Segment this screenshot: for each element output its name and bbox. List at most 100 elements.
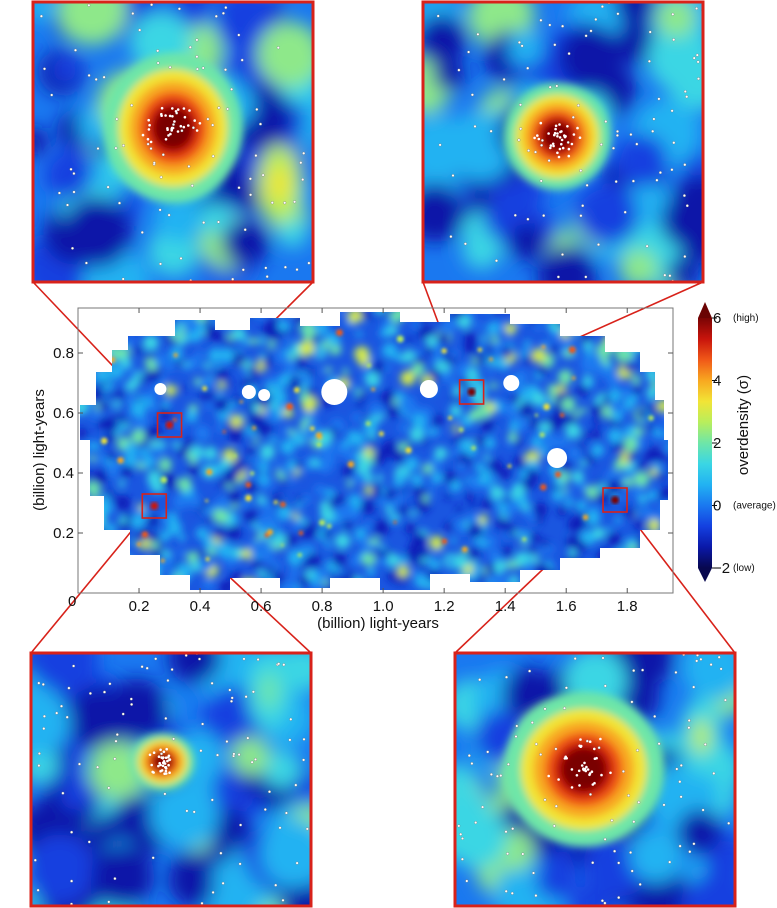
map-blob <box>429 535 444 550</box>
galaxy-dot <box>682 194 686 198</box>
map-blob <box>208 332 218 341</box>
map-blob <box>538 421 551 434</box>
map-blob <box>234 465 244 474</box>
galaxy-dot <box>113 877 117 881</box>
map-blob <box>95 312 111 324</box>
map-blob <box>606 576 617 588</box>
map-blob <box>262 408 278 423</box>
galaxy-dot <box>670 168 674 172</box>
galaxy-dot <box>506 762 510 766</box>
masked-hole <box>154 383 167 395</box>
map-blob <box>452 386 463 397</box>
galaxy-dot <box>679 763 683 767</box>
map-blob <box>118 566 125 573</box>
masked-hole <box>547 448 568 468</box>
map-hotspot <box>160 476 168 484</box>
map-blob <box>317 569 332 583</box>
map-blob <box>451 448 461 458</box>
map-blob <box>607 428 623 444</box>
map-blob <box>139 563 152 577</box>
galaxy-dot <box>265 275 269 279</box>
map-blob <box>664 358 668 372</box>
map-blob <box>360 499 376 515</box>
map-blob <box>114 577 122 586</box>
map-blob <box>615 520 623 528</box>
galaxy-dot <box>160 106 164 110</box>
galaxy-dot <box>533 136 536 140</box>
map-blob <box>80 368 90 384</box>
galaxy-dot <box>163 762 167 765</box>
inset-blob <box>682 653 735 701</box>
inset-frame <box>421 0 705 284</box>
map-blob <box>318 367 325 374</box>
map-blob <box>467 546 481 560</box>
map-blob <box>655 535 668 551</box>
map-blob <box>598 491 612 505</box>
galaxy-dot <box>217 220 220 224</box>
map-blob <box>104 577 121 590</box>
galaxy-dot <box>543 798 547 802</box>
galaxy-dot <box>692 842 696 846</box>
galaxy-dot <box>712 771 716 775</box>
map-blob <box>549 345 559 355</box>
highlight-box <box>156 412 183 438</box>
galaxy-dot <box>177 7 181 11</box>
map-blob <box>586 317 599 329</box>
galaxy-dot <box>114 739 118 743</box>
inset-blob <box>61 196 133 268</box>
map-blob <box>633 426 644 437</box>
galaxy-dot <box>558 123 561 126</box>
map-blob <box>91 546 105 561</box>
colorbar-bar <box>698 318 712 568</box>
map-blob <box>495 516 509 529</box>
map-blob <box>567 516 584 533</box>
map-blob <box>568 445 582 460</box>
map-blob <box>258 352 267 361</box>
galaxy-dot <box>561 253 564 256</box>
map-blob <box>344 450 358 463</box>
galaxy-dot <box>72 190 76 194</box>
map-blob <box>518 469 529 480</box>
map-blob <box>579 407 586 414</box>
galaxy-dot <box>463 242 467 246</box>
galaxy-dot <box>164 756 168 759</box>
x-tick-label: 1.2 <box>434 598 455 615</box>
map-blob <box>239 356 247 364</box>
map-blob <box>350 471 363 484</box>
map-hotspot <box>366 363 372 368</box>
map-blob <box>362 552 376 566</box>
map-hotspot <box>222 430 226 434</box>
map-blob <box>328 501 337 509</box>
map-blob <box>146 514 161 529</box>
map-blob <box>310 334 320 344</box>
y-tick-label: 0.4 <box>53 465 74 482</box>
map-blob <box>176 562 192 578</box>
map-blob <box>186 551 198 563</box>
map-blob <box>591 402 606 417</box>
map-blob <box>531 348 547 363</box>
map-blob <box>474 321 482 330</box>
map-blob <box>558 369 573 385</box>
map-hotspot <box>138 322 144 328</box>
map-blob <box>94 578 109 590</box>
map-blob <box>274 460 282 468</box>
galaxy-dot <box>556 132 559 135</box>
map-blob <box>434 446 448 460</box>
inset-blob <box>277 217 308 248</box>
map-blob <box>363 486 373 495</box>
map-blob <box>630 556 644 570</box>
map-blob <box>136 579 148 590</box>
map-blob <box>247 471 258 482</box>
map-blob <box>568 548 577 557</box>
map-blob <box>246 312 259 316</box>
map-blob <box>664 380 668 389</box>
inset-galaxies <box>39 3 311 282</box>
map-blob <box>537 364 548 376</box>
inset-map <box>455 653 735 906</box>
galaxy-dot <box>687 726 691 730</box>
map-blob <box>607 388 622 403</box>
map-blob <box>429 558 441 570</box>
map-blob <box>523 312 534 321</box>
galaxy-dot <box>554 127 557 131</box>
galaxy-dot <box>632 669 636 673</box>
